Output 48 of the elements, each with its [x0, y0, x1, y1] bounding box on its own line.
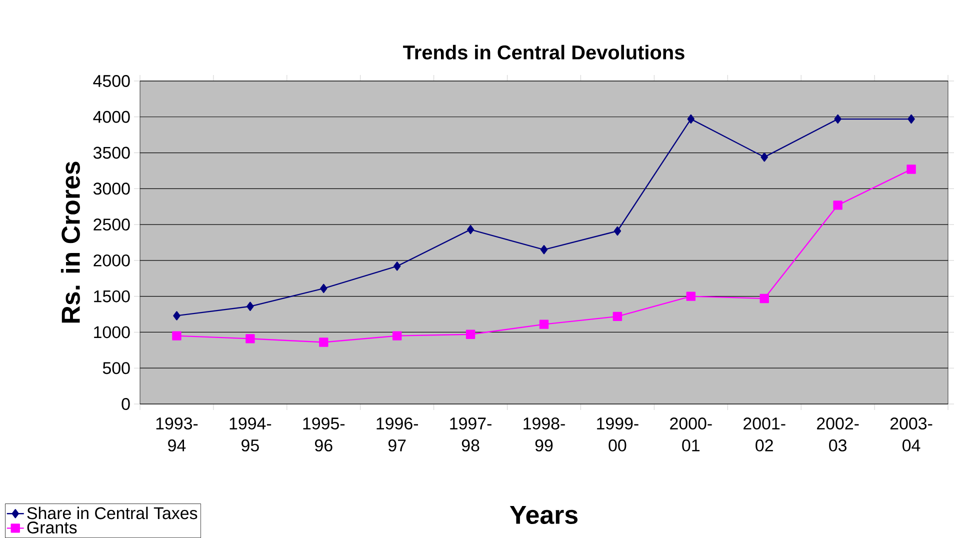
y-tick-label: 3000 [93, 182, 130, 195]
point [393, 262, 401, 271]
point [466, 330, 476, 339]
x-tick-label: 1998-99 [524, 417, 565, 452]
point [687, 114, 695, 124]
x-tick-label: 1999-00 [597, 417, 638, 452]
point [612, 312, 622, 322]
point [760, 294, 769, 304]
y-tick-label: 4500 [93, 74, 130, 87]
point [834, 114, 842, 124]
point [392, 331, 402, 340]
y-tick-label: 1500 [94, 290, 130, 302]
x-tick-label: 1995-96 [303, 417, 345, 452]
x-tick-label: 1996-97 [376, 417, 418, 452]
x-tick-label: 1993-94 [156, 417, 198, 452]
y-tick-label: 4000 [93, 110, 130, 123]
point [319, 338, 328, 347]
y-axis-title: Rs. in Crores [60, 162, 80, 323]
legend-label: Grants [27, 522, 77, 534]
x-tick-label: 2002-03 [817, 417, 859, 452]
point [760, 152, 768, 162]
point [246, 302, 254, 311]
point [540, 245, 548, 254]
y-tick-label: 500 [102, 362, 130, 374]
x-tick-label: 1994-95 [230, 417, 272, 452]
y-tick-label: 2500 [94, 218, 130, 231]
y-tick-label: 3500 [93, 146, 130, 159]
x-tick-label: 1997-98 [450, 417, 492, 452]
y-tick-label: 0 [122, 398, 130, 410]
x-axis-title: Years [510, 506, 578, 524]
point [466, 224, 474, 234]
point [614, 226, 622, 236]
point [686, 292, 696, 301]
point [833, 200, 842, 210]
legend-label: Share in Central Taxes [27, 506, 198, 520]
y-tick-label: 2000 [94, 254, 130, 266]
chart-title: Trends in Central Devolutions [403, 44, 684, 60]
point [320, 284, 328, 294]
point [246, 334, 255, 344]
x-tick-label: 2003-04 [890, 417, 932, 452]
point [539, 320, 549, 329]
x-tick-label: 2000-01 [670, 417, 712, 452]
point [173, 311, 180, 320]
x-tick-label: 2001-02 [744, 417, 786, 452]
y-tick-label: 1000 [94, 326, 130, 338]
point [906, 164, 916, 174]
point [172, 331, 182, 340]
point [908, 114, 915, 124]
